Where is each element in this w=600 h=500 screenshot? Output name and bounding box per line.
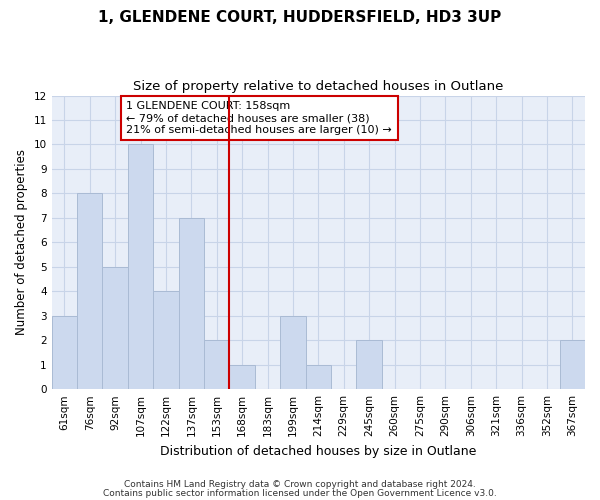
Text: 1, GLENDENE COURT, HUDDERSFIELD, HD3 3UP: 1, GLENDENE COURT, HUDDERSFIELD, HD3 3UP xyxy=(98,10,502,25)
Bar xyxy=(128,144,153,389)
Bar xyxy=(52,316,77,389)
Text: Contains HM Land Registry data © Crown copyright and database right 2024.: Contains HM Land Registry data © Crown c… xyxy=(124,480,476,489)
Y-axis label: Number of detached properties: Number of detached properties xyxy=(15,150,28,336)
Bar xyxy=(179,218,204,389)
Bar xyxy=(204,340,229,389)
Bar xyxy=(77,194,103,389)
Bar xyxy=(560,340,585,389)
Bar xyxy=(229,364,255,389)
Text: 1 GLENDENE COURT: 158sqm
← 79% of detached houses are smaller (38)
21% of semi-d: 1 GLENDENE COURT: 158sqm ← 79% of detach… xyxy=(127,102,392,134)
Bar xyxy=(280,316,305,389)
Text: Contains public sector information licensed under the Open Government Licence v3: Contains public sector information licen… xyxy=(103,488,497,498)
Bar xyxy=(305,364,331,389)
Bar xyxy=(153,292,179,389)
Title: Size of property relative to detached houses in Outlane: Size of property relative to detached ho… xyxy=(133,80,503,93)
X-axis label: Distribution of detached houses by size in Outlane: Distribution of detached houses by size … xyxy=(160,444,476,458)
Bar xyxy=(356,340,382,389)
Bar xyxy=(103,267,128,389)
